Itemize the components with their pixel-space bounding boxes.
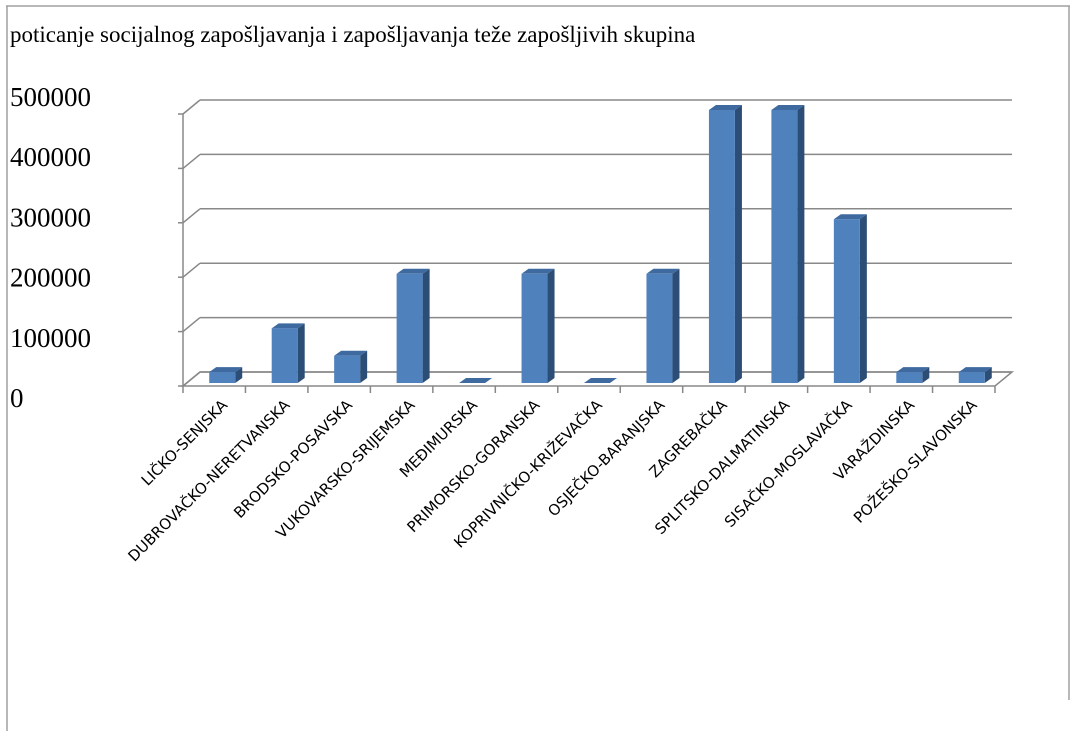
bar-side	[734, 105, 742, 383]
grid-line-side	[182, 317, 201, 333]
bar-top	[459, 378, 493, 383]
bar	[334, 355, 361, 383]
bar-top	[896, 367, 930, 373]
bar-side	[859, 214, 867, 383]
bar	[209, 372, 236, 383]
bar-top	[958, 367, 992, 373]
chart-title: poticanje socijalnog zapošljavanja i zap…	[10, 22, 695, 47]
bar-top	[209, 367, 243, 373]
bar-side	[235, 367, 243, 383]
grid-line-side	[182, 371, 201, 387]
y-tick-label: 500000	[10, 82, 91, 112]
bar-top	[271, 323, 305, 329]
y-tick-label: 200000	[10, 263, 91, 293]
x-tick-label: BRODSKO-POSAVSKA	[230, 396, 356, 522]
grid-line-side	[182, 262, 201, 278]
y-tick-label: 100000	[10, 323, 91, 353]
grid-line-side	[182, 208, 201, 224]
bar	[521, 273, 548, 383]
bar-side	[984, 367, 992, 383]
bar	[896, 372, 923, 383]
bar-side	[297, 323, 305, 383]
bar-top	[833, 214, 867, 220]
bar	[833, 219, 860, 383]
bar-side	[360, 350, 368, 383]
bar-top	[708, 105, 742, 110]
bar-top	[396, 268, 430, 274]
bar-side	[797, 105, 805, 383]
y-tick-label: 400000	[10, 142, 91, 172]
bar-side	[547, 268, 555, 383]
bar	[396, 273, 423, 383]
bar-top	[521, 268, 555, 274]
bar-side	[922, 367, 930, 383]
bar	[708, 110, 735, 383]
y-tick-label: 0	[10, 383, 24, 413]
grid-line-side	[182, 153, 201, 169]
x-tick-label: SISAČKO-MOSLAVAČKA	[720, 395, 856, 531]
bar-top	[771, 105, 805, 110]
x-tick-label: POŽEŠKO-SLAVONSKA	[849, 395, 981, 527]
bar-top	[646, 268, 680, 274]
y-tick-label: 300000	[10, 202, 91, 232]
bar	[271, 328, 298, 383]
bar-side	[422, 268, 430, 383]
bar	[958, 372, 985, 383]
x-tick-label: OSJEČKO-BARANJSKA	[544, 395, 669, 520]
bar-top	[334, 350, 368, 356]
grid-line-side	[182, 99, 201, 115]
bar	[771, 110, 798, 383]
bar-top	[584, 378, 617, 383]
bar-side	[672, 268, 680, 383]
bar	[646, 273, 673, 383]
